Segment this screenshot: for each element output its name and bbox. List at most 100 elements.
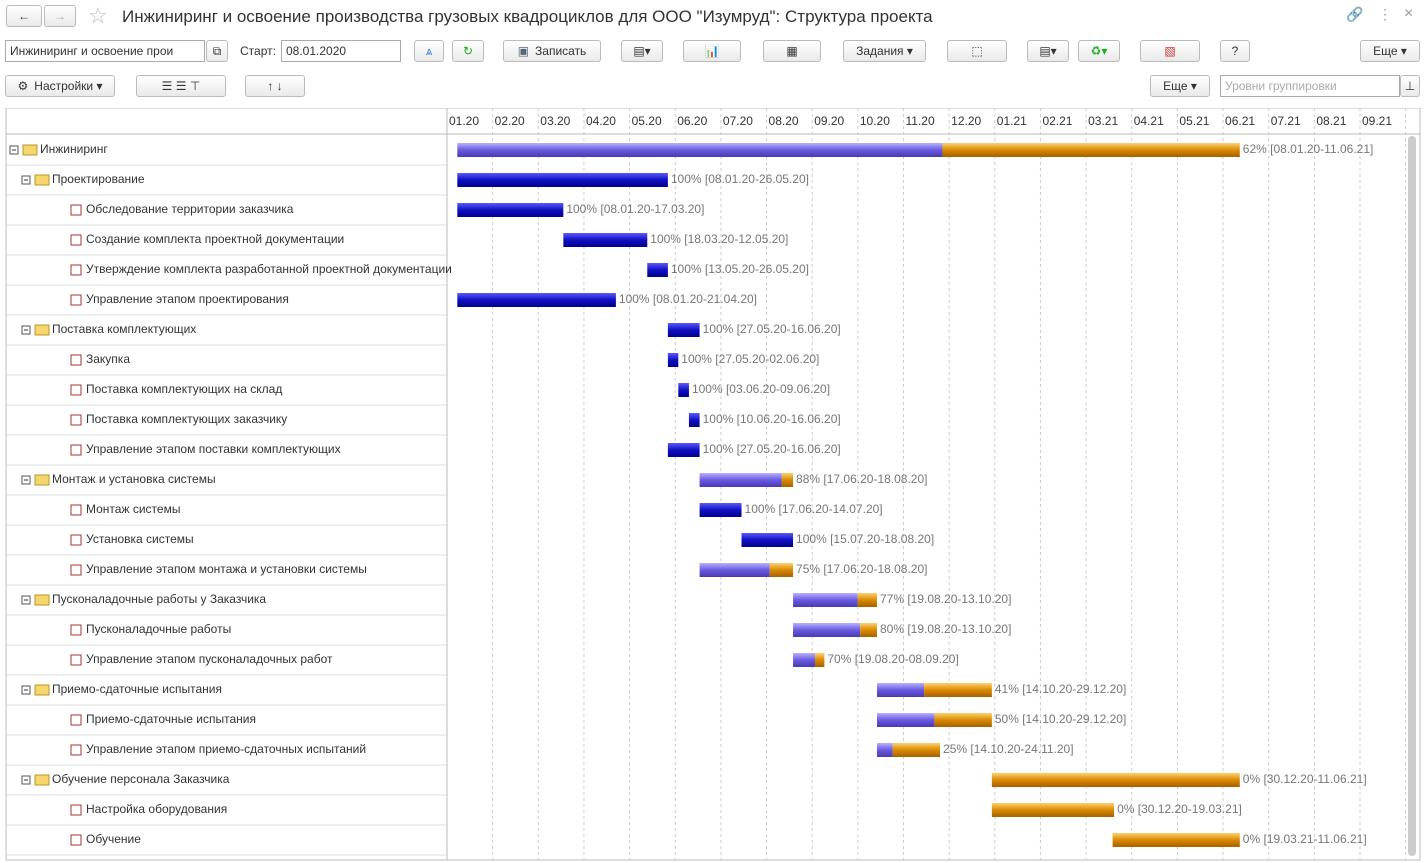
- tool-button[interactable]: ⬚: [947, 40, 1007, 62]
- more-button-2[interactable]: Еще ▾: [1150, 75, 1210, 97]
- row-name[interactable]: Монтаж и установка системы: [52, 472, 216, 486]
- row-name[interactable]: Поставка комплектующих заказчику: [86, 412, 287, 426]
- open-button[interactable]: ⧉: [206, 40, 228, 62]
- folder-icon: [35, 595, 49, 605]
- gantt-bar[interactable]: [668, 353, 678, 367]
- grouping-input[interactable]: Уровни группировки: [1220, 75, 1400, 97]
- row-name[interactable]: Пусконаладочные работы: [86, 622, 231, 636]
- gantt-bar-done[interactable]: [793, 623, 860, 637]
- back-button[interactable]: ←: [6, 5, 42, 27]
- tool-button[interactable]: ♻▾: [1078, 40, 1120, 62]
- gantt-bar-remaining[interactable]: [1113, 833, 1240, 847]
- gantt-bar-remaining[interactable]: [942, 143, 1239, 157]
- month-label: 06.21: [1225, 114, 1255, 128]
- gantt: 01.2002.2003.2004.2005.2006.2007.2008.20…: [0, 108, 1427, 863]
- gantt-bar-done[interactable]: [700, 563, 770, 577]
- favorite-star[interactable]: ☆: [88, 3, 108, 29]
- gantt-bar-remaining[interactable]: [992, 803, 1114, 817]
- tasks-button[interactable]: Задания ▾: [843, 40, 926, 62]
- gantt-bar-remaining[interactable]: [893, 743, 940, 757]
- row-name[interactable]: Обучение персонала Заказчика: [52, 772, 230, 786]
- gantt-bar[interactable]: [647, 263, 668, 277]
- row-name[interactable]: Обследование территории заказчика: [86, 202, 294, 216]
- row-name[interactable]: Монтаж системы: [86, 502, 180, 516]
- menu-icon[interactable]: ⋮: [1378, 6, 1392, 23]
- gantt-bar-done[interactable]: [700, 473, 782, 487]
- row-name[interactable]: Проектирование: [52, 172, 145, 186]
- row-name[interactable]: Обучение: [86, 832, 141, 846]
- gantt-bar[interactable]: [700, 503, 742, 517]
- row-name[interactable]: Управление этапом поставки комплектующих: [86, 442, 341, 456]
- settings-button[interactable]: ⚙Настройки ▾: [5, 75, 115, 97]
- month-label: 04.21: [1134, 114, 1164, 128]
- row-name[interactable]: Утверждение комплекта разработанной прое…: [86, 262, 452, 276]
- gantt-bar-done[interactable]: [793, 653, 815, 667]
- link-icon[interactable]: 🔗: [1346, 6, 1363, 23]
- gantt-bar-remaining[interactable]: [858, 593, 877, 607]
- bar-label: 100% [15.07.20-18.08.20]: [796, 532, 934, 546]
- tool-button[interactable]: ▤▾: [1027, 40, 1069, 62]
- gantt-bar[interactable]: [457, 293, 616, 307]
- gantt-bar[interactable]: [563, 233, 647, 247]
- start-date[interactable]: 08.01.2020: [281, 40, 401, 62]
- gantt-bar-done[interactable]: [793, 593, 858, 607]
- folder-icon: [35, 685, 49, 695]
- row-name[interactable]: Управление этапом проектирования: [86, 292, 289, 306]
- gantt-bar-remaining[interactable]: [924, 683, 992, 697]
- month-label: 07.20: [723, 114, 753, 128]
- save-button[interactable]: ▣Записать: [503, 40, 601, 62]
- gantt-bar-remaining[interactable]: [782, 473, 793, 487]
- row-name[interactable]: Управление этапом пусконаладочных работ: [86, 652, 333, 666]
- tool-button[interactable]: ▤▾: [621, 40, 663, 62]
- row-name[interactable]: Приемо-сдаточные испытания: [52, 682, 222, 696]
- gantt-bar[interactable]: [668, 443, 700, 457]
- row-name[interactable]: Поставка комплектующих: [52, 322, 196, 336]
- row-name[interactable]: Управление этапом монтажа и установки си…: [86, 562, 367, 576]
- bar-label: 100% [08.01.20-21.04.20]: [619, 292, 757, 306]
- row-name[interactable]: Установка системы: [86, 532, 194, 546]
- gantt-bar-done[interactable]: [877, 713, 934, 727]
- gantt-bar[interactable]: [678, 383, 689, 397]
- gantt-bar-remaining[interactable]: [815, 653, 824, 667]
- refresh-button[interactable]: ↻: [452, 40, 484, 62]
- gantt-bar[interactable]: [457, 173, 668, 187]
- gantt-bar-done[interactable]: [457, 143, 942, 157]
- row-name[interactable]: Закупка: [86, 352, 130, 366]
- row-name[interactable]: Создание комплекта проектной документаци…: [86, 232, 344, 246]
- tasks-text: Задания: [856, 44, 903, 58]
- grouping-button[interactable]: ⊥: [1400, 75, 1420, 97]
- row-name[interactable]: Инжиниринг: [40, 142, 108, 156]
- gantt-bar[interactable]: [742, 533, 794, 547]
- gantt-bar-remaining[interactable]: [934, 713, 991, 727]
- task-icon: [71, 805, 81, 815]
- row-name[interactable]: Настройка оборудования: [86, 802, 227, 816]
- row-name[interactable]: Пусконаладочные работы у Заказчика: [52, 592, 266, 606]
- view-buttons[interactable]: ☰ ☰ ⊤: [136, 75, 226, 97]
- gantt-bar-remaining[interactable]: [860, 623, 877, 637]
- month-label: 04.20: [586, 114, 616, 128]
- close-icon[interactable]: ×: [1404, 5, 1413, 23]
- tool-button[interactable]: ▧: [1140, 40, 1200, 62]
- gantt-bar-done[interactable]: [877, 683, 924, 697]
- more-button[interactable]: Еще ▾: [1360, 40, 1420, 62]
- help-button[interactable]: ?: [1220, 40, 1250, 62]
- sort-buttons[interactable]: ↑ ↓: [245, 75, 305, 97]
- scrollbar[interactable]: [1408, 136, 1416, 856]
- tool-button[interactable]: ▦: [763, 40, 821, 62]
- forward-button[interactable]: →: [44, 5, 76, 27]
- row-name[interactable]: Поставка комплектующих на склад: [86, 382, 282, 396]
- row-name[interactable]: Управление этапом приемо-сдаточных испыт…: [86, 742, 366, 756]
- tool-button[interactable]: ⩓: [414, 40, 444, 62]
- page-title: Инжиниринг и освоение производства грузо…: [122, 7, 933, 27]
- tool-button[interactable]: 📊: [683, 40, 741, 62]
- gantt-bar[interactable]: [457, 203, 563, 217]
- project-select[interactable]: Инжиниринг и освоение прои: [5, 40, 205, 62]
- gantt-bar[interactable]: [668, 323, 700, 337]
- gantt-bar-remaining[interactable]: [992, 773, 1240, 787]
- row-name[interactable]: Приемо-сдаточные испытания: [86, 712, 256, 726]
- grouping-placeholder: Уровни группировки: [1225, 79, 1337, 93]
- gantt-bar[interactable]: [689, 413, 700, 427]
- gantt-bar-done[interactable]: [877, 743, 893, 757]
- gantt-bar-remaining[interactable]: [770, 563, 793, 577]
